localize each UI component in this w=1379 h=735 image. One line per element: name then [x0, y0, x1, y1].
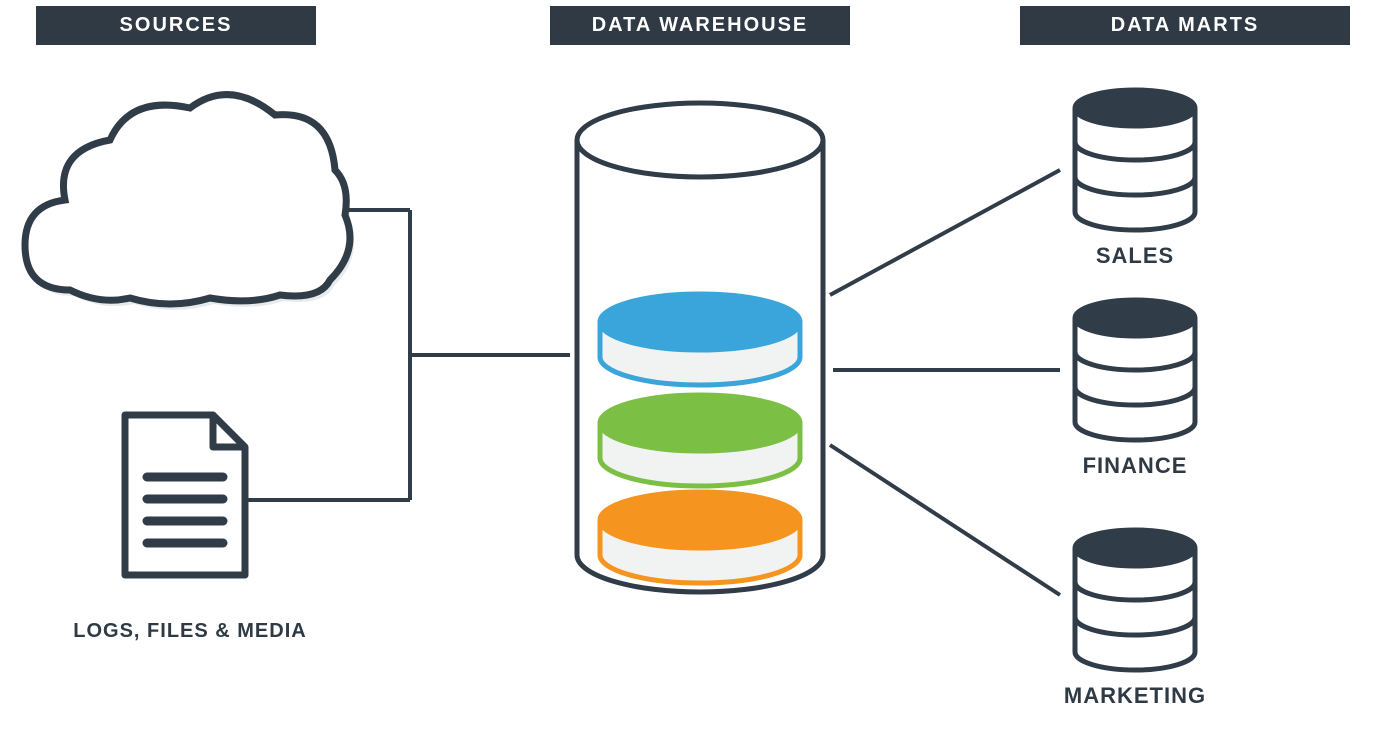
- sources-header: SOURCES: [36, 6, 316, 45]
- warehouse-cylinder: [577, 103, 823, 592]
- staging-label: STAGING: [575, 359, 825, 381]
- marketing-label: MARKETING: [1035, 683, 1235, 709]
- mart-marketing-icon: [1075, 530, 1195, 670]
- reporting-label: REPORTING: [575, 459, 825, 481]
- mart-sales-icon: [1075, 90, 1195, 230]
- marts-header-text: DATA MARTS: [1111, 14, 1260, 36]
- mart-finance-icon: [1075, 300, 1195, 440]
- sources-header-text: SOURCES: [120, 14, 233, 36]
- cloud-label-line1: CUSTOM APPS/: [106, 192, 269, 214]
- warehouse-header-text: DATA WAREHOUSE: [592, 14, 809, 36]
- fanout-connectors: [830, 170, 1060, 595]
- cloud-label: CUSTOM APPS/ ENTERPRISE APPS: [70, 190, 305, 244]
- sales-label: SALES: [1035, 243, 1235, 269]
- warehouse-header: DATA WAREHOUSE: [550, 6, 850, 45]
- metadata-label: METADATA: [575, 555, 825, 577]
- file-label-text: LOGS, FILES & MEDIA: [73, 620, 306, 642]
- cloud-label-line2: ENTERPRISE APPS: [86, 219, 288, 241]
- file-label: LOGS, FILES & MEDIA: [50, 620, 330, 643]
- marts-header: DATA MARTS: [1020, 6, 1350, 45]
- finance-label: FINANCE: [1035, 453, 1235, 479]
- bracket-connector: [248, 210, 570, 500]
- file-icon: [125, 415, 245, 575]
